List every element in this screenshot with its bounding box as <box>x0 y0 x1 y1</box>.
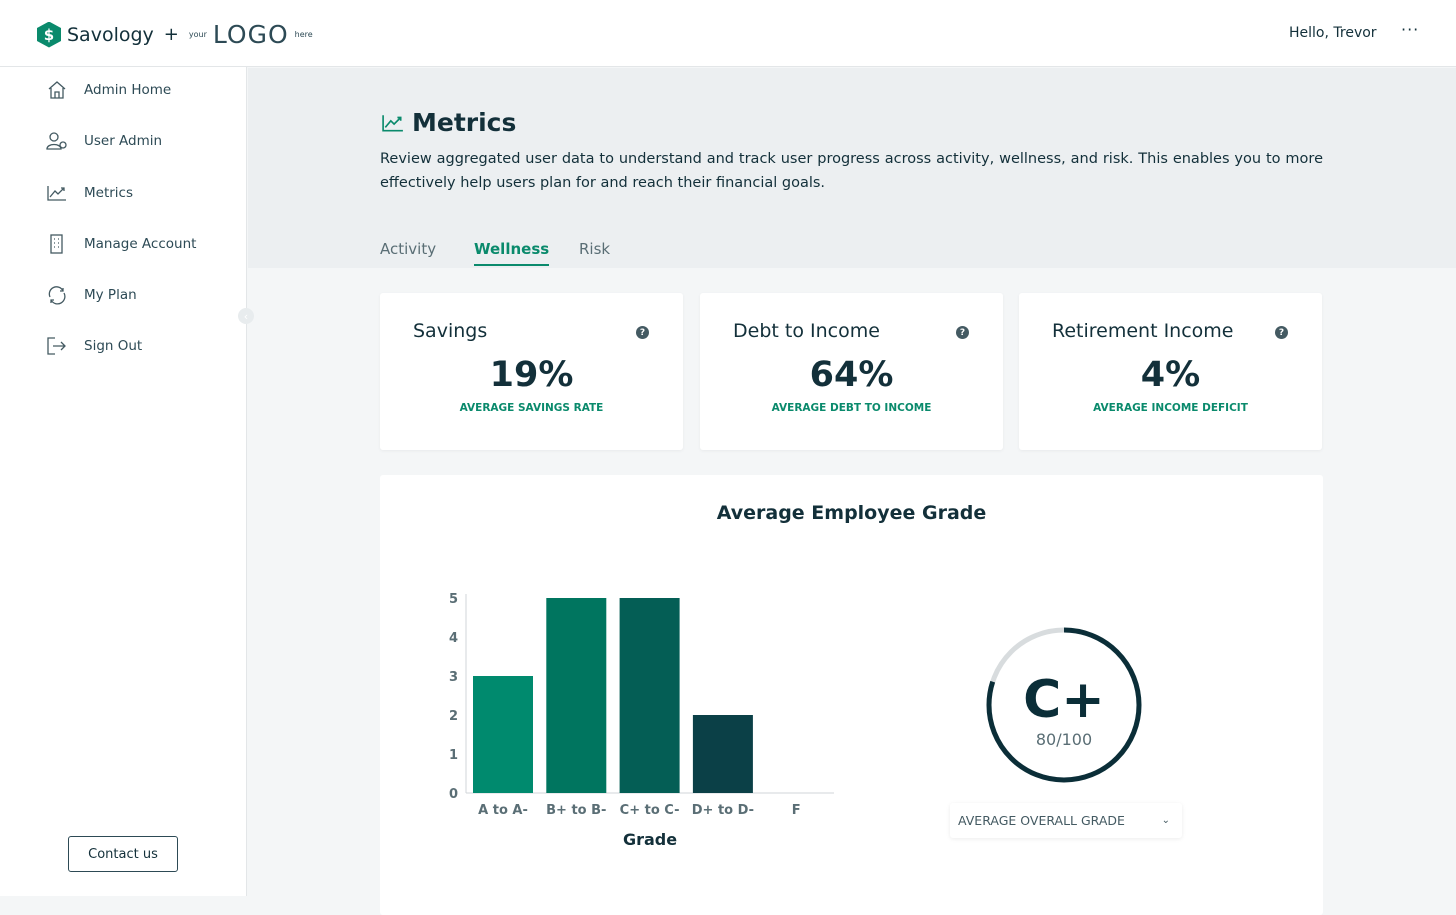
grade-letter: C+ <box>1023 670 1105 730</box>
page-header-band <box>248 68 1456 268</box>
building-icon <box>50 234 63 254</box>
sidebar-item-label: Metrics <box>84 185 134 201</box>
ring-progress <box>986 627 1142 783</box>
card-title: Debt to Income <box>733 320 880 342</box>
more-menu-icon[interactable]: ··· <box>1401 20 1420 39</box>
card-subtitle: AVERAGE DEBT TO INCOME <box>771 402 932 414</box>
card-subtitle: AVERAGE SAVINGS RATE <box>459 402 604 414</box>
greeting: Hello, Trevor <box>1289 25 1377 41</box>
page-title: Metrics <box>380 108 516 137</box>
home-icon <box>48 81 66 99</box>
y-tick-label: 0 <box>449 787 458 802</box>
y-tick-label: 5 <box>449 592 458 607</box>
sidebar-item-my-plan[interactable]: My Plan <box>46 285 137 305</box>
sidebar-item-metrics[interactable]: Metrics <box>46 183 133 203</box>
x-tick-label: C+ to C- <box>620 803 680 818</box>
grade-ring: C+ 80/100 <box>986 627 1142 783</box>
sidebar: Admin Home User Admin Metrics Manage Acc… <box>0 67 247 896</box>
bar-c-to-c- <box>619 598 680 793</box>
sidebar-item-admin-home[interactable]: Admin Home <box>46 80 171 100</box>
card-value: 19% <box>489 355 574 395</box>
sidebar-item-sign-out[interactable]: Sign Out <box>46 336 142 356</box>
sidebar-item-label: My Plan <box>84 287 137 303</box>
chart-trend-icon <box>382 114 403 132</box>
partner-logo: LOGO <box>212 20 289 49</box>
bar-a-to-a- <box>473 676 533 793</box>
header: $ Savology + your LOGO here Hello, Trevo… <box>0 0 1456 67</box>
sidebar-item-label: Admin Home <box>84 82 172 98</box>
card-value: 64% <box>809 355 894 395</box>
user-gear-icon <box>46 132 67 150</box>
sidebar-item-label: Manage Account <box>84 236 197 252</box>
logo[interactable]: $ Savology + your LOGO here <box>37 20 313 49</box>
brand-name: Savology <box>67 23 154 46</box>
y-tick-label: 3 <box>449 670 458 685</box>
x-tick-label: B+ to B- <box>546 803 606 818</box>
collapse-sidebar-icon[interactable]: ‹ <box>238 308 254 324</box>
y-tick-label: 4 <box>449 631 458 646</box>
savings-card: Savings ? 19% AVERAGE SAVINGS RATE <box>380 293 683 450</box>
logo-here: here <box>294 30 313 39</box>
card-title: Retirement Income <box>1052 320 1234 342</box>
card-subtitle: AVERAGE INCOME DEFICIT <box>1093 402 1248 414</box>
tab-activity[interactable]: Activity <box>380 240 437 258</box>
help-icon[interactable]: ? <box>956 326 969 339</box>
logo-plus: + <box>163 24 179 45</box>
logo-your: your <box>188 30 207 39</box>
sidebar-item-user-admin[interactable]: User Admin <box>46 131 162 151</box>
page-description: Review aggregated user data to understan… <box>380 151 1323 191</box>
grade-type-dropdown[interactable]: AVERAGE OVERALL GRADE ⌄ <box>950 803 1182 838</box>
debt-to-income-card: Debt to Income ? 64% AVERAGE DEBT TO INC… <box>700 293 1003 450</box>
page-title-text: Metrics <box>412 108 517 137</box>
y-tick-label: 1 <box>449 748 458 763</box>
tab-risk[interactable]: Risk <box>579 240 611 258</box>
grade-panel: Average Employee Grade <box>380 475 1323 915</box>
tab-wellness[interactable]: Wellness <box>474 240 550 266</box>
x-tick-label: D+ to D- <box>692 803 754 818</box>
contact-us-button[interactable]: Contact us <box>68 836 178 872</box>
card-title: Savings <box>413 320 488 342</box>
x-tick-label: A to A- <box>478 803 528 818</box>
bar-d-to-d- <box>692 715 753 793</box>
help-icon[interactable]: ? <box>636 326 649 339</box>
plan-cycle-icon <box>48 286 66 305</box>
dropdown-value: AVERAGE OVERALL GRADE <box>958 813 1125 828</box>
retirement-income-card: Retirement Income ? 4% AVERAGE INCOME DE… <box>1019 293 1322 450</box>
grade-score: 80/100 <box>1036 730 1092 749</box>
sign-out-icon <box>47 337 66 355</box>
chevron-down-icon: ⌄ <box>1161 815 1170 826</box>
x-axis-label: Grade <box>623 830 677 849</box>
sidebar-item-label: Sign Out <box>84 338 143 354</box>
y-tick-label: 2 <box>449 709 458 724</box>
chart-title: Average Employee Grade <box>716 502 987 524</box>
card-value: 4% <box>1140 355 1201 395</box>
sidebar-item-manage-account[interactable]: Manage Account <box>46 234 196 254</box>
sidebar-item-label: User Admin <box>84 133 163 149</box>
x-tick-label: F <box>792 803 801 818</box>
chart-trend-icon <box>47 186 66 201</box>
grade-bar-chart: 0 1 2 3 4 5 A to A- B+ to B- C+ to C- D+ to D- F Gr… <box>449 592 834 849</box>
bar-b-to-b- <box>546 598 607 793</box>
help-icon[interactable]: ? <box>1275 326 1288 339</box>
